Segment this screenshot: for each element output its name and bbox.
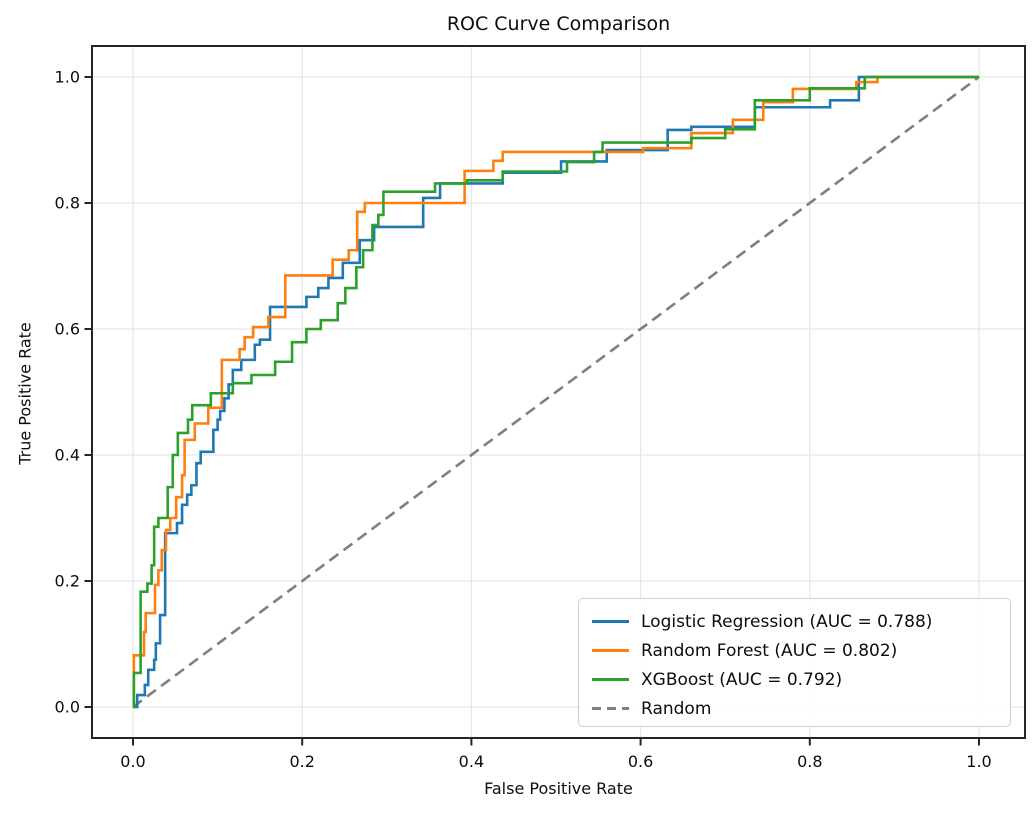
x-tick-label: 0.2 [289,752,314,771]
legend-line-sample-logistic-regression [592,620,629,623]
chart-title: ROC Curve Comparison [446,13,671,35]
y-axis-label: True Positive Rate [15,322,35,465]
x-tick-label: 0.0 [120,752,145,771]
legend-item-xgboost: XGBoost (AUC = 0.792) [592,665,1010,694]
legend-line-sample-random [592,707,629,710]
legend-item-random-forest: Random Forest (AUC = 0.802) [592,636,1010,665]
x-tick-label: 0.6 [628,752,653,771]
legend-line-sample-random-forest [592,649,629,652]
roc-curve-xgboost [132,75,979,709]
legend-label: Random Forest (AUC = 0.802) [641,640,898,661]
y-tick-label: 0.2 [55,572,80,591]
legend: Logistic Regression (AUC = 0.788) Random… [578,598,1011,727]
y-tick-label: 0.4 [55,446,80,465]
roc-curve-random-forest [132,75,979,709]
legend-line-sample-xgboost [592,678,629,681]
x-tick-label: 1.0 [966,752,991,771]
x-tick-label: 0.4 [459,752,484,771]
y-tick-label: 0.6 [55,320,80,339]
x-axis-label: False Positive Rate [484,779,633,798]
y-tick-label: 0.0 [55,698,80,717]
y-tick-label: 0.8 [55,194,80,213]
random-baseline-line [132,75,980,709]
y-tick-label: 1.0 [55,68,80,87]
legend-label: XGBoost (AUC = 0.792) [641,669,843,690]
legend-label: Logistic Regression (AUC = 0.788) [641,611,933,632]
legend-label: Random [641,698,712,719]
roc-curve-logistic-regression [133,75,979,709]
legend-item-random-baseline: Random [592,694,1010,723]
x-tick-label: 0.8 [797,752,822,771]
legend-item-logistic-regression: Logistic Regression (AUC = 0.788) [592,607,1010,636]
axes-border [91,45,1026,739]
